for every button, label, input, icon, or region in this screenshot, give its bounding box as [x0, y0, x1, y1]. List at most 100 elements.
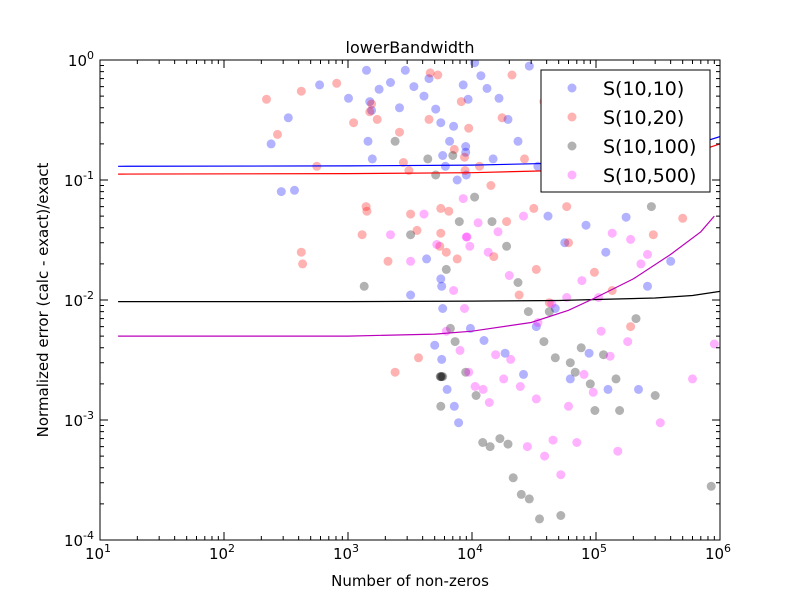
data-point-series-2 — [502, 241, 512, 251]
data-point-series-3 — [572, 438, 582, 447]
data-point-series-3 — [441, 326, 451, 336]
data-point-series-2 — [535, 514, 544, 524]
data-point-series-2 — [435, 372, 445, 382]
data-point-series-2 — [523, 307, 533, 317]
data-point-series-0 — [634, 384, 643, 394]
data-point-series-2 — [544, 307, 554, 317]
data-point-series-0 — [463, 94, 473, 104]
data-point-series-2 — [650, 391, 660, 400]
data-point-series-0 — [365, 97, 375, 107]
data-point-series-0 — [430, 340, 440, 350]
data-point-series-0 — [344, 93, 353, 103]
data-point-series-3 — [607, 228, 617, 238]
data-point-series-1 — [395, 127, 404, 137]
data-point-series-1 — [648, 230, 658, 240]
data-point-series-1 — [441, 247, 451, 257]
data-point-series-2 — [570, 367, 580, 377]
legend: S(10,10) S(10,20) S(10,100) S(10,500) — [540, 69, 711, 193]
y-tick-label: 10-3 — [64, 409, 94, 430]
data-point-series-1 — [460, 152, 469, 162]
data-point-series-2 — [448, 151, 458, 160]
data-point-series-1 — [390, 367, 400, 377]
data-point-series-1 — [589, 267, 599, 277]
data-point-series-3 — [556, 470, 566, 480]
data-point-series-3 — [470, 382, 480, 391]
data-point-series-3 — [493, 227, 503, 237]
data-point-series-3 — [655, 418, 665, 428]
data-point-series-3 — [613, 446, 623, 456]
data-point-series-2 — [438, 372, 448, 382]
data-point-series-0 — [422, 254, 432, 264]
data-point-series-0 — [560, 238, 570, 248]
data-point-series-1 — [507, 70, 517, 80]
data-point-series-3 — [577, 276, 587, 286]
data-point-series-0 — [436, 118, 446, 128]
legend-label: S(10,500) — [603, 165, 696, 187]
data-point-series-3 — [465, 241, 475, 251]
data-point-series-2 — [565, 358, 575, 368]
data-point-series-1 — [486, 181, 496, 190]
data-point-series-2 — [576, 343, 586, 353]
data-point-series-2 — [556, 511, 566, 520]
data-point-series-3 — [504, 271, 514, 280]
data-point-series-0 — [550, 304, 560, 313]
data-point-series-3 — [605, 351, 615, 361]
data-point-series-0 — [488, 154, 498, 164]
data-point-series-1 — [531, 264, 541, 274]
data-point-series-2 — [470, 192, 480, 202]
data-point-series-1 — [414, 353, 423, 363]
data-point-series-0 — [442, 384, 452, 394]
data-point-series-0 — [601, 247, 611, 257]
data-point-series-0 — [445, 136, 455, 146]
data-point-series-2 — [445, 323, 455, 333]
data-point-series-3 — [419, 209, 429, 219]
data-point-series-3 — [579, 369, 589, 379]
data-point-series-1 — [296, 247, 306, 257]
data-point-series-1 — [298, 259, 308, 269]
data-point-series-0 — [476, 71, 486, 81]
data-point-series-1 — [452, 254, 462, 264]
data-point-series-0 — [482, 83, 492, 93]
data-point-series-3 — [406, 256, 416, 266]
data-point-series-2 — [431, 170, 441, 180]
data-point-series-1 — [406, 209, 416, 219]
data-point-series-0 — [621, 212, 631, 222]
data-point-series-3 — [522, 442, 532, 452]
data-point-series-2 — [508, 473, 518, 483]
data-point-series-3 — [484, 398, 494, 407]
data-point-series-0 — [461, 147, 471, 157]
data-point-series-3 — [506, 354, 516, 364]
data-point-series-1 — [529, 203, 539, 213]
data-point-series-2 — [599, 350, 608, 360]
data-point-series-3 — [499, 374, 509, 384]
data-point-series-3 — [519, 211, 528, 221]
data-point-series-3 — [386, 230, 395, 240]
y-tick-label: 100 — [68, 49, 94, 70]
data-point-series-0 — [362, 65, 371, 75]
data-point-series-3 — [547, 299, 557, 309]
data-point-series-1 — [357, 230, 367, 240]
legend-marker — [567, 112, 577, 122]
data-point-series-3 — [491, 350, 501, 360]
data-point-series-3 — [455, 345, 465, 355]
data-point-series-0 — [500, 348, 510, 358]
data-point-series-0 — [315, 80, 325, 90]
data-point-series-0 — [519, 369, 528, 379]
data-point-series-2 — [495, 434, 505, 444]
data-point-series-1 — [262, 94, 271, 104]
data-point-series-0 — [424, 74, 434, 84]
data-point-series-3 — [643, 249, 652, 259]
data-point-series-3 — [709, 339, 719, 349]
data-point-series-2 — [590, 406, 600, 415]
x-tick-label: 103 — [333, 542, 359, 563]
legend-marker — [567, 83, 577, 93]
data-point-series-0 — [531, 322, 541, 332]
data-point-series-1 — [436, 203, 446, 213]
data-point-series-0 — [581, 220, 591, 230]
data-point-series-0 — [584, 348, 594, 358]
legend-marker — [567, 141, 577, 151]
data-point-series-2 — [436, 372, 446, 382]
data-point-series-1 — [412, 225, 422, 235]
data-point-series-3 — [462, 232, 472, 242]
data-point-series-0 — [603, 384, 613, 394]
